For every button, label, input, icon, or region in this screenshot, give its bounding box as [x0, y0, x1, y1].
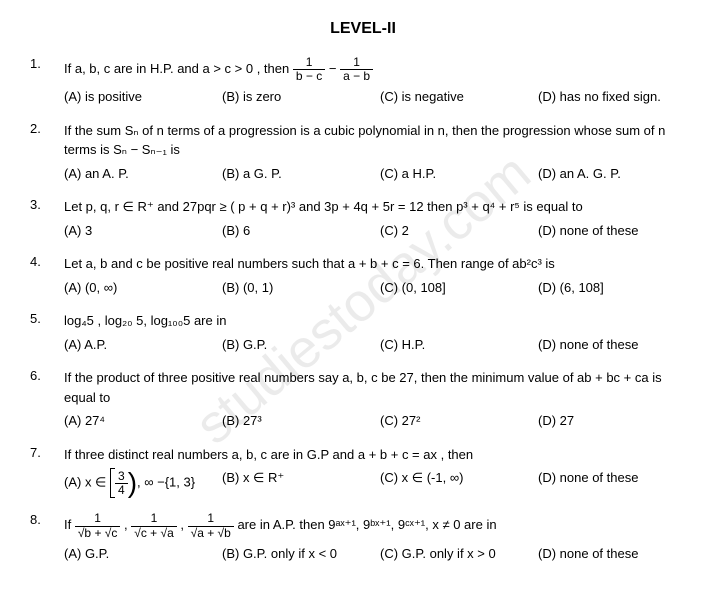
option-d: (D) (6, 108]: [538, 278, 696, 298]
options-row: (A) x ∈ 34), ∞ −{1, 3} (B) x ∈ R⁺ (C) x …: [64, 468, 696, 498]
fraction-1: 1b − c: [293, 56, 325, 83]
question-2: 2. If the sum Sₙ of n terms of a progres…: [30, 121, 696, 184]
question-5: 5. log₄5 , log₂₀ 5, log₁₀₀5 are in (A) A…: [30, 311, 696, 354]
question-text: log₄5 , log₂₀ 5, log₁₀₀5 are in: [64, 311, 696, 331]
options-row: (A) 3 (B) 6 (C) 2 (D) none of these: [64, 221, 696, 241]
option-b: (B) is zero: [222, 87, 380, 107]
question-7: 7. If three distinct real numbers a, b, …: [30, 445, 696, 499]
q8-frac-3: 1√a + √b: [188, 512, 234, 539]
option-a: (A) x ∈ 34), ∞ −{1, 3}: [64, 468, 222, 498]
option-d: (D) 27: [538, 411, 696, 431]
option-a: (A) G.P.: [64, 544, 222, 564]
option-d: (D) none of these: [538, 335, 696, 355]
option-c: (C) G.P. only if x > 0: [380, 544, 538, 564]
option-b: (B) (0, 1): [222, 278, 380, 298]
option-d: (D) has no fixed sign.: [538, 87, 696, 107]
option-d: (D) none of these: [538, 221, 696, 241]
option-c: (C) a H.P.: [380, 164, 538, 184]
option-d: (D) none of these: [538, 544, 696, 564]
q8-pre: If: [64, 518, 75, 533]
q8-frac-2: 1√c + √a: [131, 512, 177, 539]
question-number: 1.: [30, 56, 64, 107]
opt-a-frac: 34: [115, 470, 128, 497]
option-c: (C) 27²: [380, 411, 538, 431]
question-text: Let a, b and c be positive real numbers …: [64, 254, 696, 274]
question-number: 4.: [30, 254, 64, 297]
option-b: (B) 6: [222, 221, 380, 241]
option-a: (A) 3: [64, 221, 222, 241]
q1-text-pre: If a, b, c are in H.P. and a > c > 0 , t…: [64, 61, 293, 76]
option-c: (C) x ∈ (-1, ∞): [380, 468, 538, 498]
opt-a-pre: (A) x ∈: [64, 475, 110, 490]
option-d: (D) none of these: [538, 468, 696, 498]
question-number: 8.: [30, 512, 64, 563]
fraction-2: 1a − b: [340, 56, 373, 83]
option-b: (B) G.P.: [222, 335, 380, 355]
option-c: (C) H.P.: [380, 335, 538, 355]
page-title: LEVEL-II: [30, 20, 696, 38]
option-b: (B) a G. P.: [222, 164, 380, 184]
options-row: (A) G.P. (B) G.P. only if x < 0 (C) G.P.…: [64, 544, 696, 564]
question-1: 1. If a, b, c are in H.P. and a > c > 0 …: [30, 56, 696, 107]
question-6: 6. If the product of three positive real…: [30, 368, 696, 431]
option-b: (B) G.P. only if x < 0: [222, 544, 380, 564]
question-text: If a, b, c are in H.P. and a > c > 0 , t…: [64, 56, 696, 83]
option-c: (C) is negative: [380, 87, 538, 107]
q8-m2: ,: [180, 518, 187, 533]
option-b: (B) x ∈ R⁺: [222, 468, 380, 498]
option-a: (A) A.P.: [64, 335, 222, 355]
option-c: (C) (0, 108]: [380, 278, 538, 298]
q1-mid: −: [329, 61, 340, 76]
option-a: (A) 27⁴: [64, 411, 222, 431]
options-row: (A) A.P. (B) G.P. (C) H.P. (D) none of t…: [64, 335, 696, 355]
q8-frac-1: 1√b + √c: [75, 512, 121, 539]
q8-post: are in A.P. then 9ᵃˣ⁺¹, 9ᵇˣ⁺¹, 9ᶜˣ⁺¹, x …: [237, 518, 496, 533]
question-number: 2.: [30, 121, 64, 184]
question-number: 5.: [30, 311, 64, 354]
question-text: Let p, q, r ∈ R⁺ and 27pqr ≥ ( p + q + r…: [64, 197, 696, 217]
option-d: (D) an A. G. P.: [538, 164, 696, 184]
option-a: (A) an A. P.: [64, 164, 222, 184]
option-c: (C) 2: [380, 221, 538, 241]
question-8: 8. If 1√b + √c , 1√c + √a , 1√a + √b are…: [30, 512, 696, 563]
options-row: (A) an A. P. (B) a G. P. (C) a H.P. (D) …: [64, 164, 696, 184]
question-text: If the sum Sₙ of n terms of a progressio…: [64, 121, 696, 160]
question-text: If 1√b + √c , 1√c + √a , 1√a + √b are in…: [64, 512, 696, 539]
options-row: (A) is positive (B) is zero (C) is negat…: [64, 87, 696, 107]
option-a: (A) is positive: [64, 87, 222, 107]
question-3: 3. Let p, q, r ∈ R⁺ and 27pqr ≥ ( p + q …: [30, 197, 696, 240]
question-4: 4. Let a, b and c be positive real numbe…: [30, 254, 696, 297]
options-row: (A) 27⁴ (B) 27³ (C) 27² (D) 27: [64, 411, 696, 431]
opt-a-post: , ∞ −{1, 3}: [137, 475, 195, 490]
question-number: 3.: [30, 197, 64, 240]
options-row: (A) (0, ∞) (B) (0, 1) (C) (0, 108] (D) (…: [64, 278, 696, 298]
question-number: 7.: [30, 445, 64, 499]
option-b: (B) 27³: [222, 411, 380, 431]
q8-m1: ,: [124, 518, 131, 533]
option-a: (A) (0, ∞): [64, 278, 222, 298]
question-text: If the product of three positive real nu…: [64, 368, 696, 407]
question-number: 6.: [30, 368, 64, 431]
question-text: If three distinct real numbers a, b, c a…: [64, 445, 696, 465]
